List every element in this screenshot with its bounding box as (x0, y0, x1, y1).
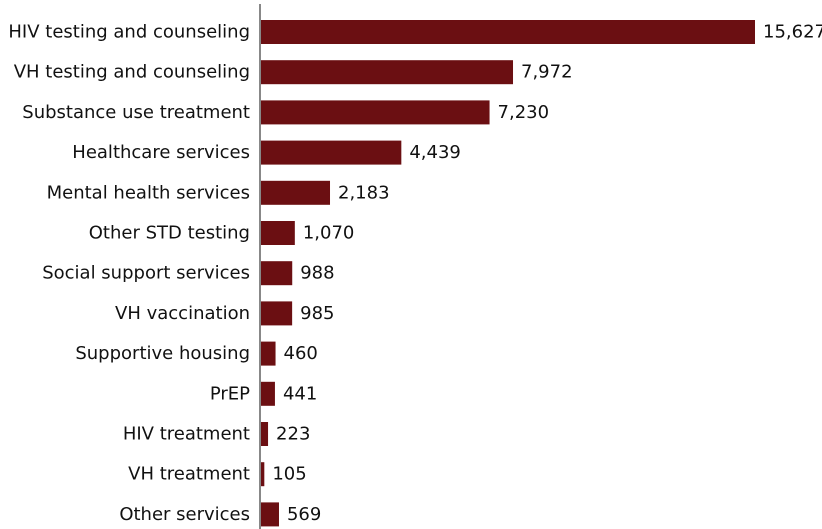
category-label: Other STD testing (89, 223, 250, 244)
value-label: 569 (287, 504, 321, 525)
value-label: 7,230 (498, 102, 550, 123)
category-label: VH testing and counseling (14, 62, 250, 83)
value-labels-group: 15,627 7,972 7,230 4,439 2,183 1,070 988 985 460… (272, 22, 822, 525)
bar (261, 180, 331, 205)
value-label: 223 (276, 424, 310, 445)
category-label: Other services (119, 504, 250, 525)
category-label: Substance use treatment (22, 102, 250, 123)
bar (261, 502, 279, 527)
category-label: PrEP (210, 383, 250, 404)
value-label: 460 (284, 343, 318, 364)
value-label: 2,183 (338, 182, 390, 203)
category-labels-group: HIV testing and counseling VH testing and… (8, 22, 250, 525)
value-label: 7,972 (521, 62, 573, 83)
category-label: Social support services (42, 263, 250, 284)
value-label: 15,627 (763, 22, 822, 43)
category-label: VH vaccination (115, 303, 250, 324)
bar (261, 462, 265, 487)
category-label: HIV testing and counseling (8, 22, 250, 43)
bar (261, 301, 293, 326)
value-label: 988 (300, 263, 334, 284)
category-label: HIV treatment (123, 424, 250, 445)
value-label: 985 (300, 303, 334, 324)
value-label: 4,439 (409, 142, 461, 163)
category-label: VH treatment (128, 464, 250, 485)
bar (261, 60, 514, 85)
bar (261, 381, 275, 406)
bars-group (261, 20, 755, 527)
bar (261, 422, 269, 446)
category-label: Supportive housing (75, 343, 250, 364)
bar (261, 341, 276, 366)
bar (261, 221, 295, 245)
value-label: 441 (283, 383, 317, 404)
value-label: 105 (272, 464, 306, 485)
bar (261, 140, 402, 165)
category-label: Mental health services (47, 182, 250, 203)
bar (261, 261, 293, 286)
bar (261, 100, 490, 125)
category-label: Healthcare services (72, 142, 250, 163)
value-label: 1,070 (303, 223, 355, 244)
bar (261, 20, 755, 44)
